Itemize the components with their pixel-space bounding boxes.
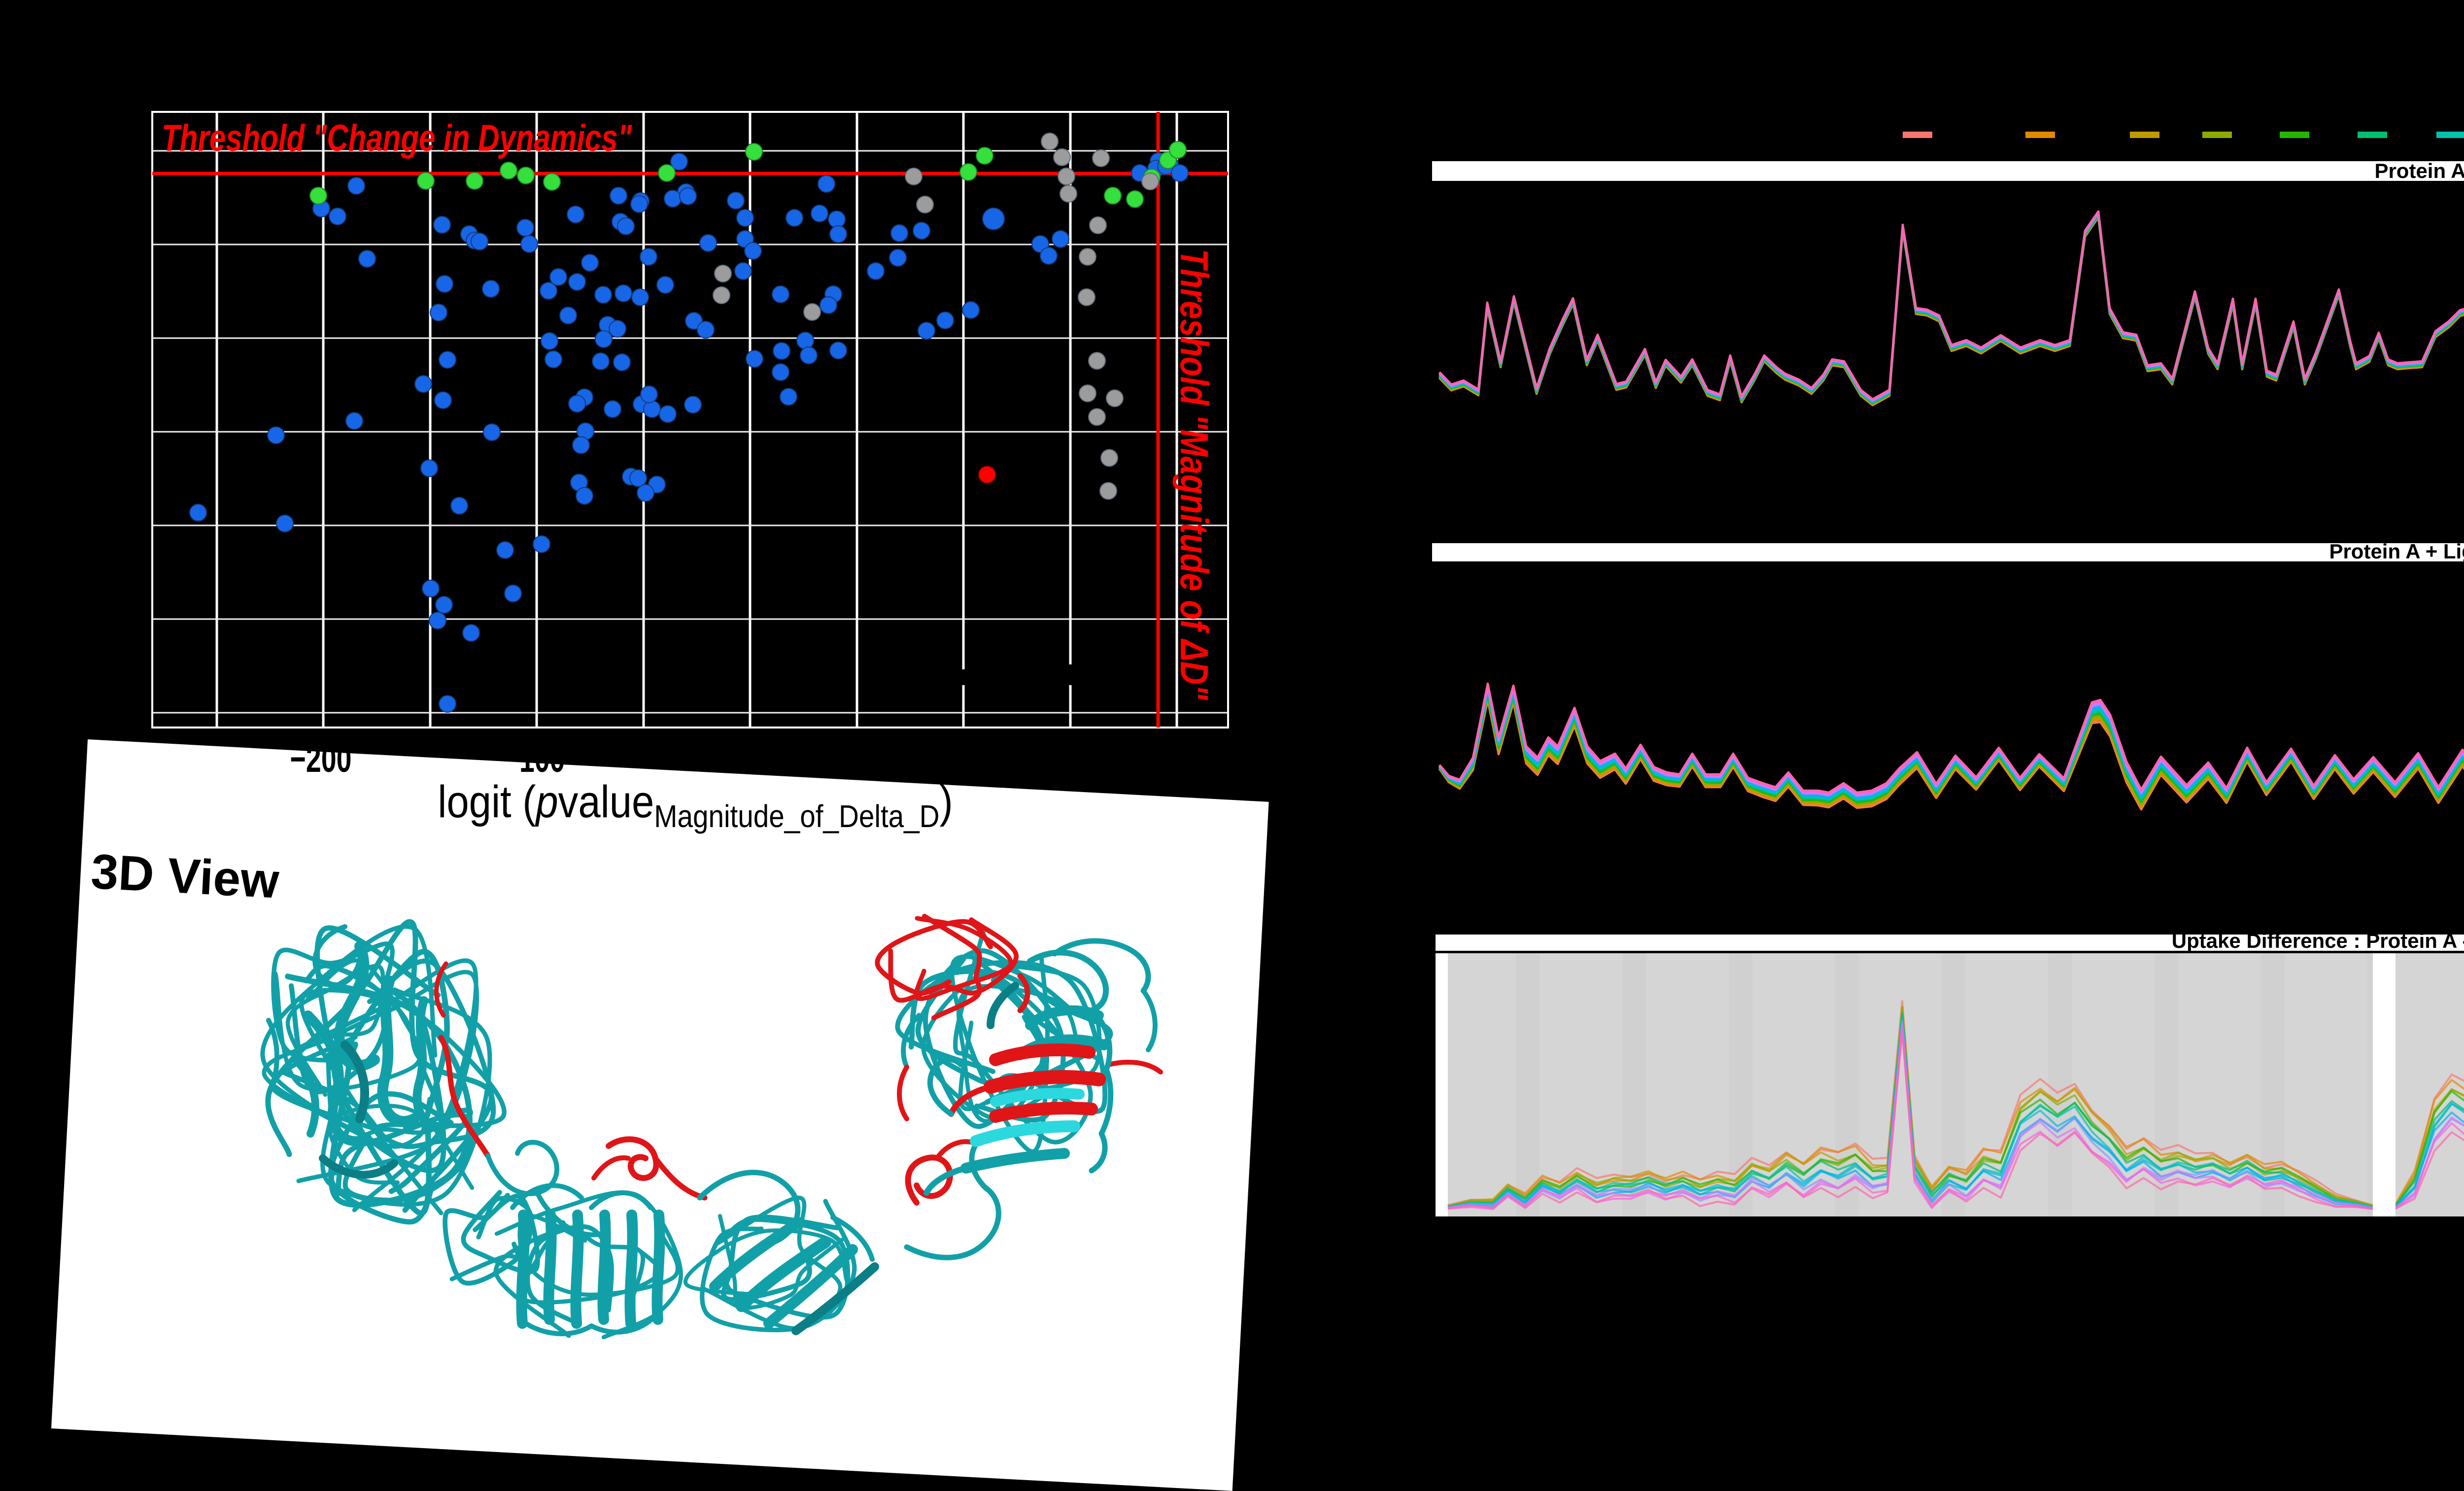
svg-text:Threshold "Change in Dynamics": Threshold "Change in Dynamics"	[162, 117, 632, 159]
svg-text:Protein A: Protein A	[2374, 159, 2464, 182]
svg-text:−100: −100	[504, 739, 565, 781]
svg-text:−200: −200	[290, 739, 352, 781]
svg-text:Threshold "Magnitude of ΔD": Threshold "Magnitude of ΔD"	[1172, 249, 1217, 700]
svg-text:Protein A + Ligand: Protein A + Ligand	[2329, 540, 2464, 563]
svg-text:Uptake Difference : Protein A: Uptake Difference : Protein A - (Protein…	[2172, 929, 2464, 952]
